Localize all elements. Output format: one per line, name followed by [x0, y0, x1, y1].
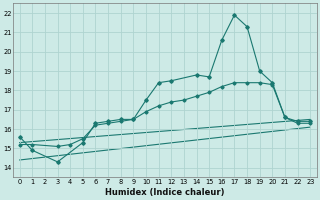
- X-axis label: Humidex (Indice chaleur): Humidex (Indice chaleur): [105, 188, 225, 197]
